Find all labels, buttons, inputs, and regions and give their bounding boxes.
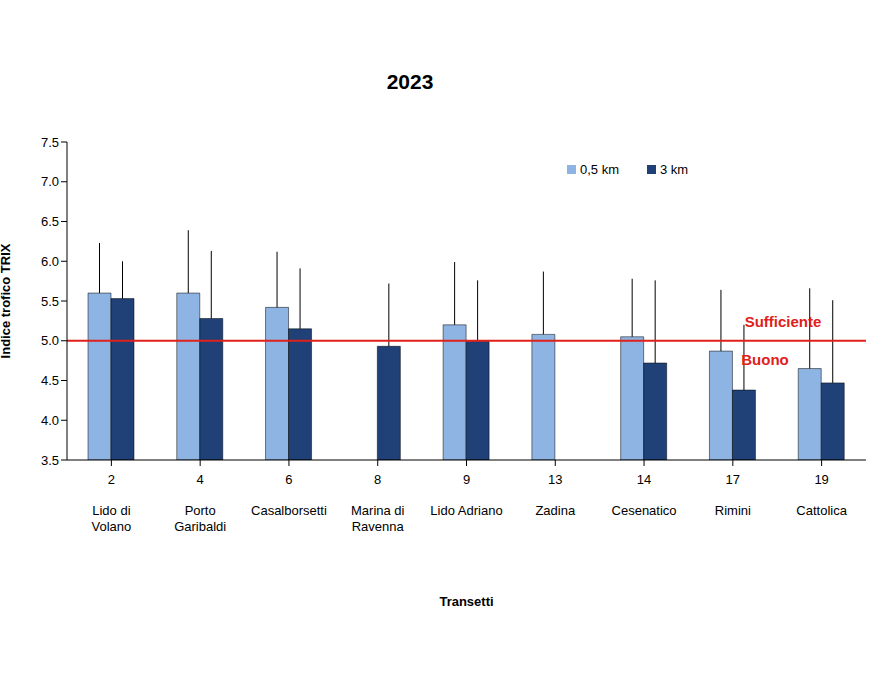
svg-text:Casalborsetti: Casalborsetti — [251, 503, 327, 518]
svg-text:4: 4 — [197, 472, 204, 487]
svg-text:Marina di: Marina di — [351, 503, 405, 518]
svg-text:9: 9 — [463, 472, 470, 487]
html-text:2023: 2023 — [386, 70, 434, 93]
svg-text:5.5: 5.5 — [41, 294, 59, 309]
svg-text:Cattolica: Cattolica — [796, 503, 847, 518]
svg-text:Cesenatico: Cesenatico — [612, 503, 677, 518]
svg-text:17: 17 — [726, 472, 740, 487]
svg-text:14: 14 — [637, 472, 651, 487]
svg-text:8: 8 — [374, 472, 381, 487]
svg-text:Porto: Porto — [185, 503, 216, 518]
svg-text:Rimini: Rimini — [715, 503, 751, 518]
svg-text:Volano: Volano — [92, 519, 132, 534]
svg-text:19: 19 — [814, 472, 828, 487]
svg-text:Lido di: Lido di — [92, 503, 130, 518]
svg-text:Ravenna: Ravenna — [352, 519, 405, 534]
svg-text:Buono: Buono — [741, 351, 788, 368]
svg-text:13: 13 — [548, 472, 562, 487]
svg-text:6: 6 — [285, 472, 292, 487]
svg-text:6.0: 6.0 — [41, 254, 59, 269]
svg-text:5.0: 5.0 — [41, 333, 59, 348]
svg-text:Zadina: Zadina — [535, 503, 576, 518]
svg-text:Indice trofico TRIX: Indice trofico TRIX — [8, 243, 13, 358]
svg-text:7.5: 7.5 — [41, 135, 59, 150]
svg-text:Transetti: Transetti — [439, 594, 493, 609]
svg-text:2: 2 — [108, 472, 115, 487]
svg-text:4.0: 4.0 — [41, 413, 59, 428]
svg-text:4.5: 4.5 — [41, 373, 59, 388]
svg-text:Garibaldi: Garibaldi — [174, 519, 226, 534]
html-text:0,5 km: 0,5 km — [580, 162, 619, 177]
html-text:3 km: 3 km — [660, 162, 689, 177]
svg-text:7.0: 7.0 — [41, 174, 59, 189]
svg-text:6.5: 6.5 — [41, 214, 59, 229]
svg-text:3.5: 3.5 — [41, 453, 59, 468]
svg-text:Lido Adriano: Lido Adriano — [430, 503, 502, 518]
svg-text:Sufficiente: Sufficiente — [745, 313, 822, 330]
